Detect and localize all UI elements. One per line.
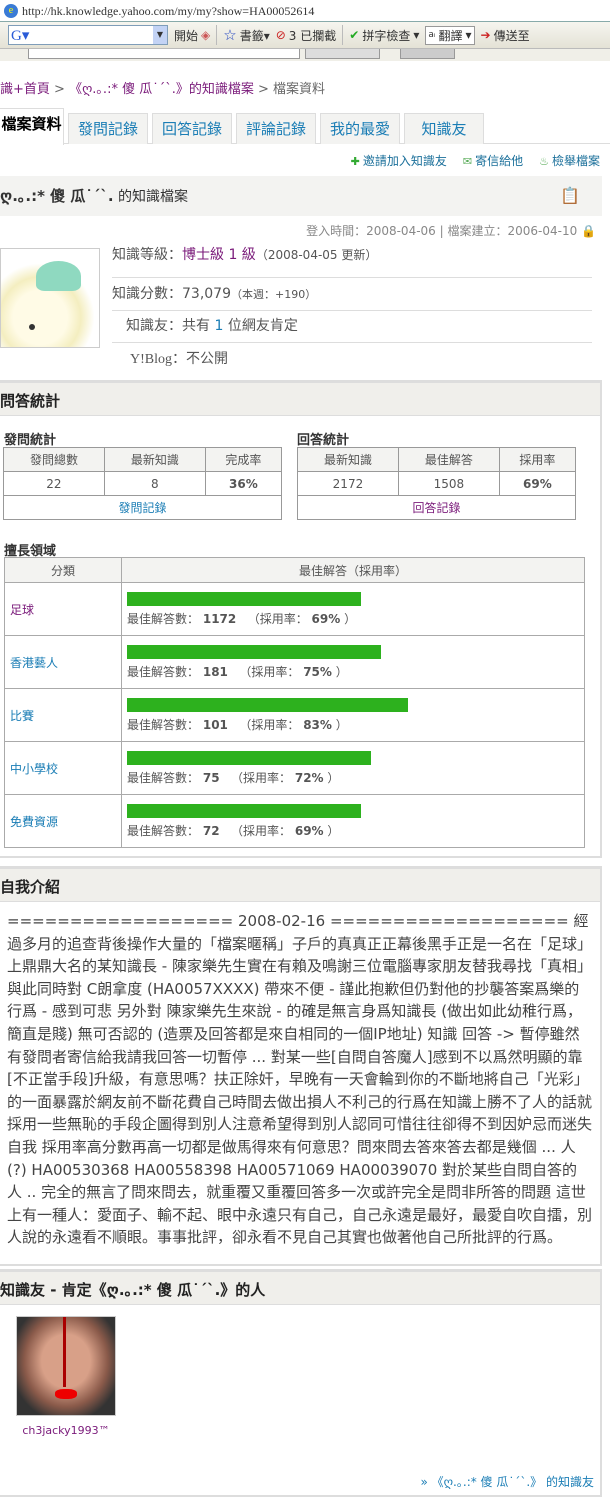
report-icon: ♨ (539, 155, 549, 168)
profile-tabs: 檔案資料 發問記錄 回答記錄 評論記錄 我的最愛 知識友 (0, 108, 610, 145)
google-search-box[interactable]: G▾ ▼ (8, 25, 168, 45)
expertise-table: 分類 最佳解答（採用率） 足球 最佳解答數： 1172 （採用率： 69% ）香港… (4, 557, 585, 848)
expertise-row: 足球 最佳解答數： 1172 （採用率： 69% ） (4, 582, 585, 636)
profile-actions: ✚ 邀請加入知識友 ✉ 寄信給他 ♨ 檢舉檔案 (351, 152, 600, 169)
friend-avatar[interactable] (16, 1316, 116, 1416)
all-friends-link[interactable]: » 《ღ.｡.:* 傻 瓜˙ˊˋ.》 的知識友 (420, 1475, 594, 1489)
expertise-title: 擅長領域 (4, 544, 57, 559)
chevron-down-icon[interactable]: ▼ (153, 26, 167, 44)
friend-name[interactable]: ch3jacky1993™ (22, 1424, 110, 1437)
expertise-category-link[interactable]: 免費資源 (10, 814, 59, 829)
stats-title: 問答統計 (0, 380, 600, 416)
rate-bar (127, 750, 372, 765)
login-info: 登入時間：2008-04-06 | 檔案建立：2006-04-10 🔒 (306, 224, 596, 238)
translate-icon: aᵢ (428, 30, 436, 40)
friend-item[interactable]: ch3jacky1993™ (16, 1316, 116, 1437)
friends-row: 知識友：共有 1 位網友肯定 (112, 311, 592, 343)
tab-questions[interactable]: 發問記錄 (68, 113, 148, 144)
ask-stats-table: 發問總數 最新知識 完成率 22 8 36% 發問記錄 (3, 447, 283, 520)
start-button[interactable]: 開始 ◈ (174, 28, 211, 43)
intro-section: 自我介紹 (0, 866, 602, 1266)
blog-row: Y!Blog：不公開 (130, 351, 228, 367)
ask-stats-title: 發問統計 (4, 433, 57, 448)
send-mail-link[interactable]: ✉ 寄信給他 (462, 154, 524, 168)
tab-profile[interactable]: 檔案資料 (0, 108, 64, 145)
expertise-category-link[interactable]: 足球 (10, 602, 35, 617)
friends-title: 知識友 - 肯定《ღ.｡.:* 傻 瓜˙ˊˋ.》的人 (0, 1269, 600, 1305)
score-row: 知識分數：73,079（本週：+190） (112, 278, 592, 311)
tab-comments[interactable]: 評論記錄 (236, 113, 316, 144)
breadcrumb-current: 檔案資料 (273, 82, 326, 97)
level-row: 知識等級：博士級 1 級（2008-04-05 更新） (112, 244, 592, 278)
rate-bar (127, 644, 382, 659)
news-icon: ◈ (201, 28, 211, 42)
profile-header: ღ.｡.:* 傻 瓜˙ˊˋ. 的知識檔案 📋 (0, 176, 602, 216)
bookmarks-button[interactable]: ☆ 書籤▾ (223, 26, 270, 44)
report-profile-link[interactable]: ♨ 檢舉檔案 (539, 154, 600, 168)
breadcrumb: 識+首頁 > 《ღ.｡.:* 傻 瓜˙ˊˋ.》的知識檔案 > 檔案資料 (0, 82, 326, 97)
site-search-strip (0, 49, 610, 61)
intro-title: 自我介紹 (0, 866, 600, 902)
expertise-category-link[interactable]: 比賽 (10, 708, 35, 723)
tab-friends[interactable]: 知識友 (404, 113, 484, 144)
expertise-category-link[interactable]: 香港藝人 (10, 655, 59, 670)
edit-icon[interactable]: 📋 (560, 186, 580, 205)
expertise-row: 比賽 最佳解答數： 101 （採用率： 83% ） (4, 688, 585, 742)
expertise-category-link[interactable]: 中小學校 (10, 761, 59, 776)
spellcheck-icon: ✔ (349, 28, 360, 42)
invite-friend-link[interactable]: ✚ 邀請加入知識友 (350, 154, 447, 168)
send-icon: ➔ (480, 28, 491, 42)
answer-stats-table: 最新知識 最佳解答 採用率 2172 1508 69% 回答記錄 (297, 447, 577, 520)
lock-icon: 🔒 (581, 224, 596, 238)
expertise-row: 香港藝人 最佳解答數： 181 （採用率： 75% ） (4, 635, 585, 689)
plus-icon: ✚ (350, 155, 360, 168)
mail-icon: ✉ (462, 155, 473, 168)
url-text[interactable]: http://hk.knowledge.yahoo.com/my/my?show… (22, 4, 315, 18)
profile-info: 知識等級：博士級 1 級（2008-04-05 更新） 知識分數：73,079（… (112, 244, 592, 375)
star-icon: ☆ (223, 26, 237, 44)
avatar (0, 248, 100, 348)
popup-blocked-button[interactable]: ⊘ 3 已攔截 (275, 28, 337, 43)
address-bar[interactable]: e http://hk.knowledge.yahoo.com/my/my?sho… (0, 0, 610, 22)
tab-answers[interactable]: 回答記錄 (152, 113, 232, 144)
rate-bar (127, 697, 409, 712)
answer-stats-title: 回答統計 (297, 433, 350, 448)
ie-icon: e (4, 4, 18, 18)
expertise-row: 中小學校 最佳解答數： 75 （採用率： 72% ） (4, 741, 585, 795)
answer-records-link[interactable]: 回答記錄 (412, 501, 461, 515)
breadcrumb-home[interactable]: 識+首頁 (0, 82, 50, 97)
rate-bar (127, 591, 361, 606)
expertise-row: 免費資源 最佳解答數： 72 （採用率： 69% ） (4, 794, 585, 848)
rate-bar (127, 803, 361, 818)
spellcheck-button[interactable]: ✔ 拼字檢查 ▾ (349, 28, 420, 43)
profile-name: ღ.｡.:* 傻 瓜˙ˊˋ. (0, 187, 114, 205)
friends-count-link[interactable]: 1 (214, 318, 224, 334)
blocked-icon: ⊘ (275, 28, 286, 42)
send-to-button[interactable]: ➔ 傳送至 (480, 28, 530, 43)
level-link[interactable]: 博士級 1 級 (182, 247, 256, 263)
translate-button[interactable]: aᵢ 翻譯 ▾ (425, 25, 475, 45)
intro-text: ================== 2008-02-16 ==========… (7, 912, 593, 1247)
breadcrumb-profile[interactable]: 《ღ.｡.:* 傻 瓜˙ˊˋ.》的知識檔案 (69, 82, 254, 97)
tab-favorites[interactable]: 我的最愛 (320, 113, 400, 144)
stats-section: 問答統計 (0, 380, 602, 858)
ask-records-link[interactable]: 發問記錄 (118, 501, 167, 515)
google-toolbar: G▾ ▼ 開始 ◈ ☆ 書籤▾ ⊘ 3 已攔截 ✔ 拼字檢查 ▾ aᵢ 翻譯 ▾ ➔ 傳送至 (0, 22, 610, 49)
friends-section: 知識友 - 肯定《ღ.｡.:* 傻 瓜˙ˊˋ.》的人 (0, 1269, 602, 1497)
google-icon: G▾ (11, 27, 30, 44)
